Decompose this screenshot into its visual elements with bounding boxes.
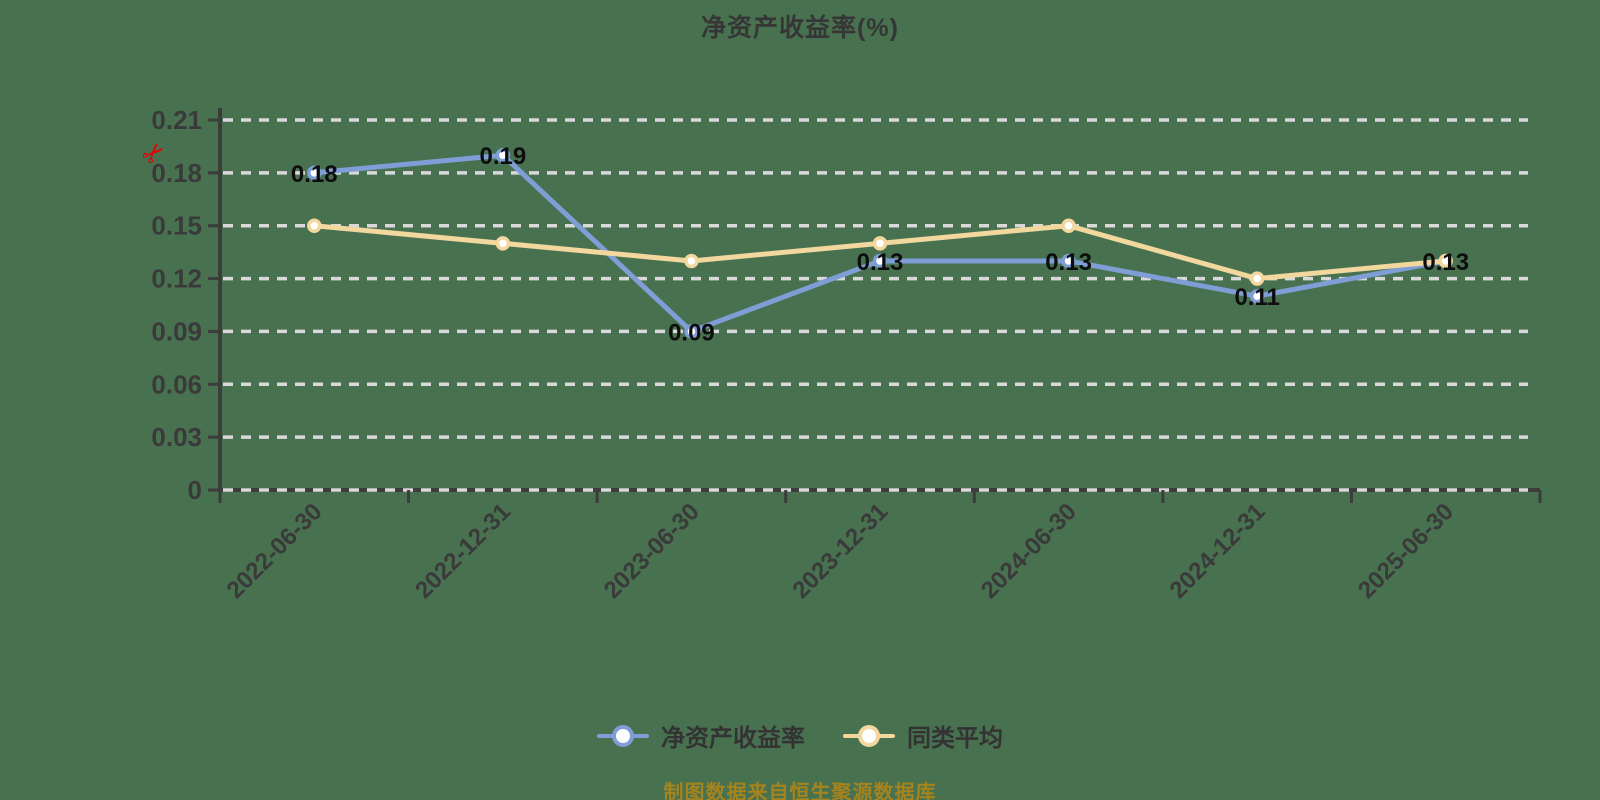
data-point-label: 0.19 xyxy=(479,143,526,170)
x-axis-label: 2025-06-30 xyxy=(1353,498,1459,604)
data-source-caption: 制图数据来自恒生聚源数据库 xyxy=(663,782,937,800)
line-circle-marker-icon xyxy=(597,724,649,748)
y-axis-label: 0.15 xyxy=(151,211,202,241)
y-axis-label: 0.12 xyxy=(151,264,202,294)
data-point-marker[interactable] xyxy=(307,165,322,181)
x-axis-label: 2024-12-31 xyxy=(1164,498,1270,604)
y-axis-label: 0 xyxy=(188,475,202,505)
y-axis-label: 0.03 xyxy=(151,422,202,452)
legend-item-roe[interactable]: 净资产收益率 xyxy=(597,718,805,753)
legend: 净资产收益率 同类平均 xyxy=(0,718,1600,753)
data-point-marker[interactable] xyxy=(1249,288,1265,304)
y-axis-label: 0.06 xyxy=(151,369,202,399)
data-point-marker[interactable] xyxy=(684,324,699,339)
data-point-marker[interactable] xyxy=(1249,271,1265,286)
y-axis-label: 0.18 xyxy=(151,158,202,188)
data-point-marker[interactable] xyxy=(307,218,322,233)
data-point-marker[interactable] xyxy=(872,253,888,269)
x-axis-label: 2023-12-31 xyxy=(787,498,893,604)
data-point-marker[interactable] xyxy=(1061,253,1076,269)
y-axis-label: 0.09 xyxy=(151,316,202,346)
data-point-marker[interactable] xyxy=(495,147,511,163)
data-point-marker[interactable] xyxy=(1061,218,1076,233)
data-point-marker[interactable] xyxy=(495,236,511,251)
x-axis-label: 2022-06-30 xyxy=(222,498,328,604)
data-point-label: 0.11 xyxy=(1234,284,1279,311)
plot-area: 0 0.03 0.06 0.09 0.12 0.15 0.18 0.21 2022-06-30 2… xyxy=(151,105,1542,604)
legend-item-category-average[interactable]: 同类平均 xyxy=(843,718,1003,753)
data-point-marker[interactable] xyxy=(872,236,888,251)
data-point-marker[interactable] xyxy=(684,253,699,269)
data-point-label: 0.09 xyxy=(668,319,715,346)
y-axis-label: 0.21 xyxy=(151,105,202,135)
data-point-label: 0.13 xyxy=(1422,249,1469,276)
data-point-label: 0.18 xyxy=(291,161,338,188)
x-axis-label: 2023-06-30 xyxy=(599,498,705,604)
x-axis-label: 2022-12-31 xyxy=(410,498,516,604)
legend-label-roe: 净资产收益率 xyxy=(661,725,805,752)
data-point-label: 0.13 xyxy=(857,249,904,276)
chart-title: 净资产收益率(%) xyxy=(701,14,899,42)
x-axis-label: 2024-06-30 xyxy=(976,498,1082,604)
data-point-label: 0.13 xyxy=(1045,249,1092,276)
data-point-marker[interactable] xyxy=(1438,253,1453,269)
line-circle-marker-icon xyxy=(843,724,895,748)
legend-label-category-average: 同类平均 xyxy=(907,725,1003,752)
